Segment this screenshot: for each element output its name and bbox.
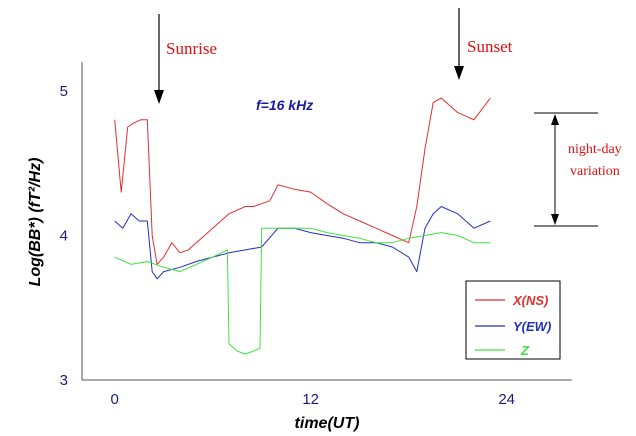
legend-label-yew: Y(EW) [513, 319, 551, 334]
series-line-xns [114, 97, 491, 265]
sunrise-arrow-head [154, 90, 164, 104]
y-tick-label: 3 [60, 372, 68, 389]
sunset-label: Sunset [467, 37, 513, 56]
series-line-yew [114, 206, 491, 280]
ticks-layer: 0 12 24 5 4 3 [60, 83, 515, 408]
x-tick-label: 12 [302, 391, 319, 408]
variation-arrow-down [551, 214, 559, 225]
legend-box [465, 280, 561, 360]
x-axis-label: time(UT) [295, 415, 360, 432]
frequency-label: f=16 kHz [256, 97, 313, 113]
x-tick-label: 24 [498, 391, 515, 408]
variation-arrow-up [551, 114, 559, 125]
sunset-arrow-head [454, 66, 464, 80]
y-axis-label: Log(BB*) (fT²/Hz) [27, 158, 44, 287]
series-layer [114, 97, 491, 355]
night-day-text: night-day [568, 142, 622, 157]
y-tick-label: 4 [60, 227, 68, 244]
legend: X(NS) Y(EW) Z [465, 280, 561, 360]
series-line-z [114, 227, 491, 355]
x-tick-label: 0 [110, 391, 118, 408]
legend-label-xns: X(NS) [512, 293, 548, 308]
legend-label-z: Z [520, 343, 530, 358]
variation-text: variation [570, 164, 620, 179]
y-tick-label: 5 [60, 83, 68, 100]
sunrise-label: Sunrise [166, 39, 217, 58]
